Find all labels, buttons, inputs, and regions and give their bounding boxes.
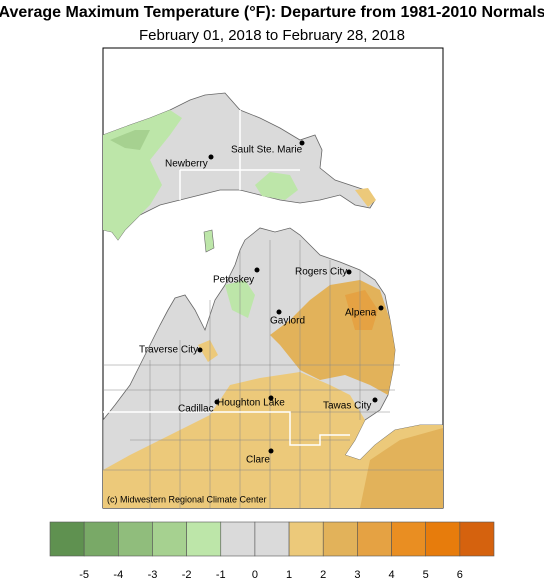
warm-region [198,340,218,362]
credit: (c) Midwestern Regional Climate Center [107,494,267,504]
legend-tick-label: 2 [320,569,326,581]
legend-swatch [49,521,85,557]
city-label: Houghton Lake [217,398,285,409]
legend-tick-label: 0 [252,569,258,581]
legend-tick-label: 4 [388,569,394,581]
city-label: Clare [246,455,270,466]
legend-swatch [425,521,461,557]
legend: -5 -4 -3 -2 -1 0 1 2 3 4 5 6 [49,521,495,581]
city-dot [268,395,274,401]
legend-swatch [288,521,324,557]
island [203,229,215,253]
legend-tick-label: 3 [354,569,360,581]
legend-tick-label: 5 [423,569,429,581]
legend-swatch [322,521,358,557]
warm-region [360,428,443,508]
legend-tick-label: -3 [148,569,158,581]
city-dot [372,397,378,403]
warm-region [345,290,378,330]
legend-tick-label: -1 [216,569,226,581]
legend-swatch [357,521,392,557]
legend-tick-label: -2 [182,569,192,581]
city-dot [276,309,282,315]
legend-swatch [220,521,256,557]
city-dot [197,347,203,353]
city-dot [268,448,274,454]
city-dot [378,305,384,311]
city-label: Tawas City [323,401,371,412]
title: Average Maximum Temperature (°F): Depart… [0,4,544,21]
county-lines [103,110,443,508]
city-label: Petoskey [213,275,254,286]
city-dot [346,269,352,275]
legend-swatch [254,521,290,557]
city-dot [214,399,220,405]
city-dot [208,154,214,160]
legend-swatch [83,521,119,557]
city-label: Gaylord [270,316,305,327]
legend-tick-label: 6 [457,569,463,581]
legend-swatch [152,521,187,557]
city-label: Sault Ste. Marie [231,145,303,156]
city-dot [254,267,260,273]
cool-region [255,172,298,200]
cool-region [110,130,150,150]
legend-swatch [186,521,222,557]
city-label: Cadillac [178,404,214,415]
warm-region [355,188,376,207]
legend-swatch [459,521,495,557]
city-label: Alpena [345,308,377,319]
legend-tick-label: -5 [79,569,89,581]
legend-swatch [118,521,153,557]
map: Newberry Sault Ste. Marie Petoskey Rogers C… [102,47,444,509]
subtitle: February 01, 2018 to February 28, 2018 [139,27,405,44]
city-label: Rogers City [295,267,347,278]
legend-swatch [391,521,426,557]
city-label: Newberry [165,159,208,170]
city-label: Traverse City [139,345,198,356]
legend-tick-label: -4 [113,569,123,581]
legend-tick-label: 1 [286,569,292,581]
city-dot [299,140,305,146]
